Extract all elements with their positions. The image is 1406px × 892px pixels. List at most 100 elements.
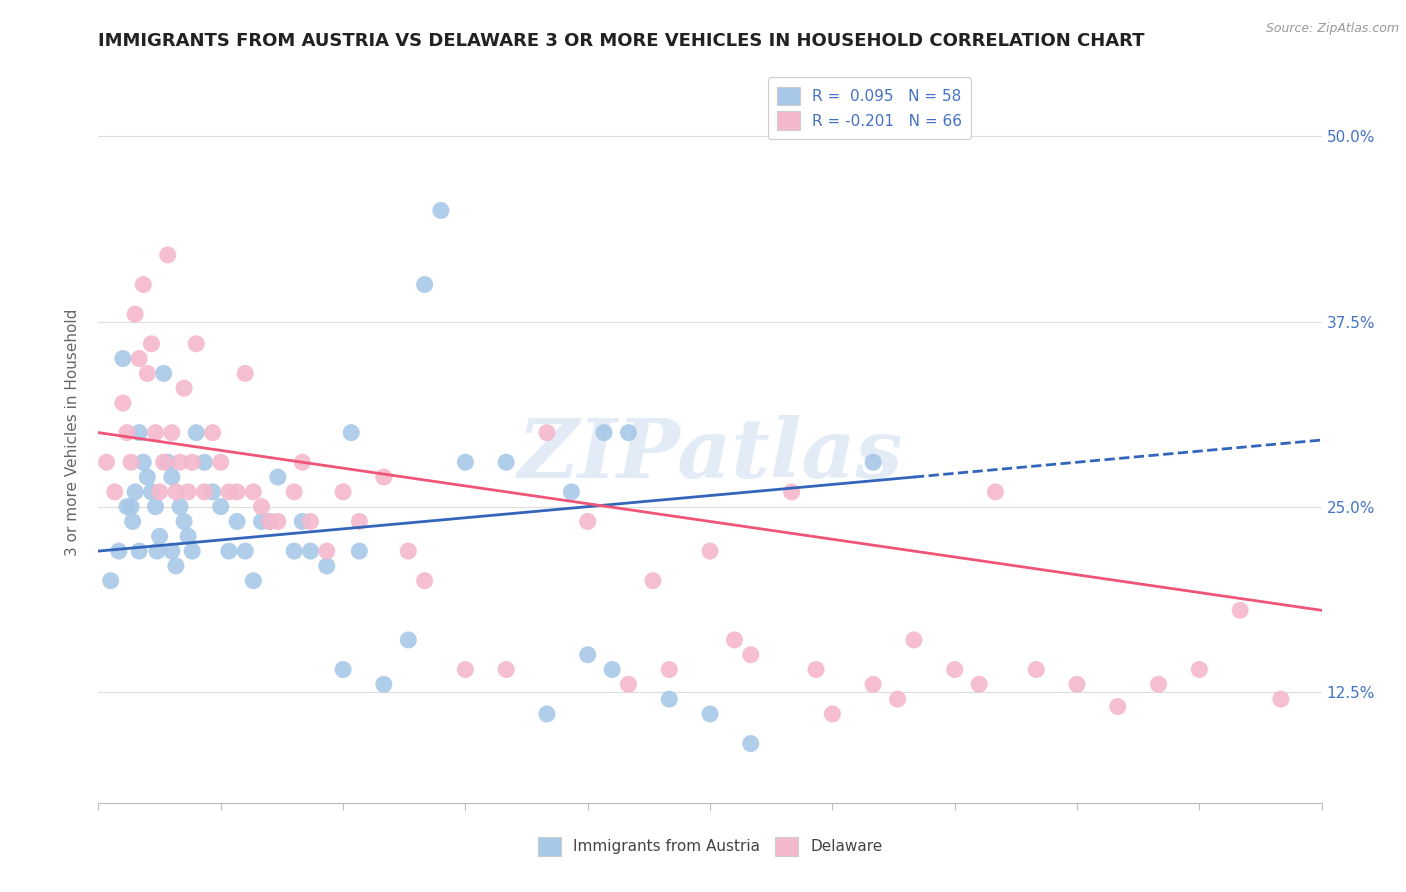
Point <box>396 544 419 558</box>
Text: Source: ZipAtlas.com: Source: ZipAtlas.com <box>1265 22 1399 36</box>
Point <box>291 515 314 529</box>
Point <box>430 203 453 218</box>
Point <box>1270 692 1292 706</box>
Point <box>100 574 122 588</box>
Point <box>160 425 183 440</box>
Point <box>104 484 127 499</box>
Point <box>156 248 179 262</box>
Point <box>146 544 169 558</box>
Point <box>886 692 908 706</box>
Point <box>780 484 803 499</box>
Point <box>821 706 844 721</box>
Point <box>218 544 240 558</box>
Point <box>169 455 191 469</box>
Point <box>259 515 281 529</box>
Point <box>128 351 150 366</box>
Point <box>536 706 558 721</box>
Point <box>149 529 172 543</box>
Point <box>136 470 159 484</box>
Point <box>560 484 582 499</box>
Point <box>152 367 174 381</box>
Legend: Immigrants from Austria, Delaware: Immigrants from Austria, Delaware <box>531 831 889 862</box>
Point <box>177 529 200 543</box>
Point <box>740 648 762 662</box>
Point <box>115 425 138 440</box>
Point <box>121 515 143 529</box>
Point <box>124 484 146 499</box>
Point <box>267 470 290 484</box>
Point <box>1229 603 1251 617</box>
Point <box>108 544 131 558</box>
Point <box>862 677 884 691</box>
Point <box>804 663 827 677</box>
Point <box>193 455 215 469</box>
Point <box>120 455 142 469</box>
Point <box>141 484 163 499</box>
Point <box>226 515 249 529</box>
Point <box>173 515 195 529</box>
Point <box>242 574 264 588</box>
Text: IMMIGRANTS FROM AUSTRIA VS DELAWARE 3 OR MORE VEHICLES IN HOUSEHOLD CORRELATION : IMMIGRANTS FROM AUSTRIA VS DELAWARE 3 OR… <box>98 32 1144 50</box>
Point <box>145 500 167 514</box>
Point <box>160 544 183 558</box>
Point <box>128 425 150 440</box>
Point <box>1107 699 1129 714</box>
Point <box>152 455 174 469</box>
Point <box>903 632 925 647</box>
Point <box>233 544 256 558</box>
Point <box>156 455 179 469</box>
Point <box>723 632 745 647</box>
Point <box>173 381 195 395</box>
Point <box>242 484 264 499</box>
Y-axis label: 3 or more Vehicles in Household: 3 or more Vehicles in Household <box>65 309 80 557</box>
Point <box>283 544 305 558</box>
Point <box>862 455 884 469</box>
Point <box>181 544 204 558</box>
Point <box>209 455 232 469</box>
Point <box>617 677 640 691</box>
Point <box>967 677 990 691</box>
Point <box>413 277 436 292</box>
Point <box>201 425 224 440</box>
Point <box>576 648 599 662</box>
Point <box>349 515 371 529</box>
Point <box>340 425 363 440</box>
Point <box>165 484 187 499</box>
Point <box>413 574 436 588</box>
Point <box>250 515 273 529</box>
Point <box>1066 677 1088 691</box>
Point <box>250 500 273 514</box>
Point <box>283 484 305 499</box>
Point <box>1147 677 1170 691</box>
Point <box>160 470 183 484</box>
Point <box>315 544 337 558</box>
Point <box>132 455 155 469</box>
Point <box>177 484 200 499</box>
Point <box>111 396 134 410</box>
Point <box>218 484 240 499</box>
Point <box>120 500 142 514</box>
Point <box>186 336 208 351</box>
Point <box>291 455 314 469</box>
Point <box>141 336 163 351</box>
Point <box>495 455 517 469</box>
Point <box>201 484 224 499</box>
Point <box>186 425 208 440</box>
Point <box>658 663 681 677</box>
Point <box>984 484 1007 499</box>
Point <box>259 515 281 529</box>
Point <box>373 677 395 691</box>
Point <box>111 351 134 366</box>
Point <box>593 425 616 440</box>
Point <box>209 500 232 514</box>
Point <box>233 367 256 381</box>
Point <box>1025 663 1047 677</box>
Point <box>149 484 172 499</box>
Point <box>115 500 138 514</box>
Point <box>454 455 477 469</box>
Point <box>193 484 215 499</box>
Point <box>740 737 762 751</box>
Point <box>332 663 354 677</box>
Point <box>699 544 721 558</box>
Point <box>124 307 146 321</box>
